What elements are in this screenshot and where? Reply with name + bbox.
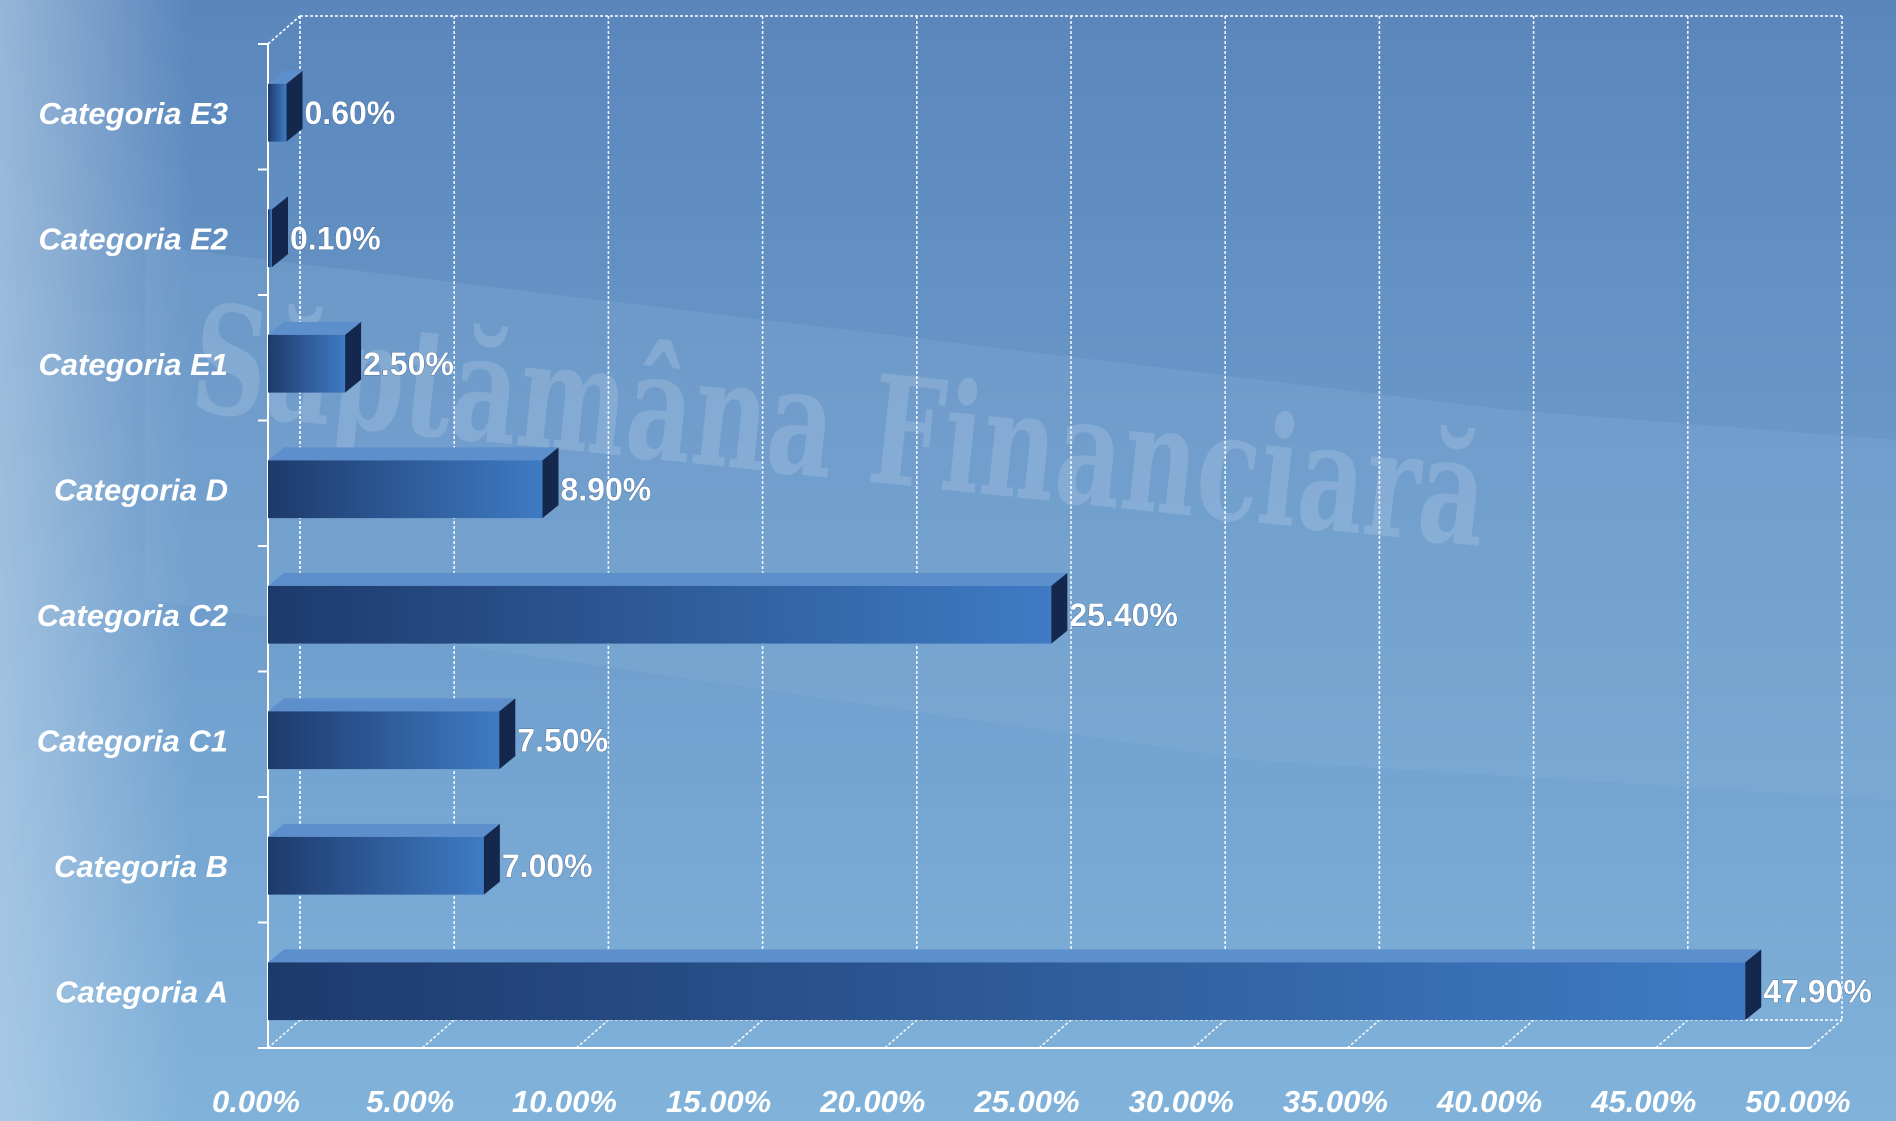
category-labels: Categoria A Categoria B Categoria C1 Catego…: [37, 96, 228, 1010]
bar-categoria-c2: [268, 585, 1052, 644]
x-tick-label: 25.00%: [973, 1084, 1079, 1119]
floor-gridline: [1809, 1019, 1843, 1049]
category-label-categoria-e2: Categoria E2: [38, 221, 228, 256]
value-label-categoria-c2: 25.40%: [1069, 597, 1178, 633]
x-tick-labels: 0.00% 5.00% 10.00% 15.00% 20.00% 25.00% 30.00%…: [212, 1084, 1851, 1119]
value-label-categoria-a: 47.90%: [1763, 973, 1872, 1009]
floor-gridline: [267, 1019, 301, 1049]
floor-gridline: [1192, 1019, 1226, 1049]
floor-gridline: [884, 1019, 918, 1049]
value-label-categoria-b: 7.00%: [502, 848, 593, 884]
category-label-categoria-d: Categoria D: [54, 472, 228, 507]
value-labels: 47.90% 7.00% 7.50% 25.40% 8.90% 2.50% 0.10% 0.6…: [290, 94, 1872, 1009]
bar-top-categoria-e1: [268, 321, 362, 335]
bar-end-categoria-c2: [1051, 572, 1068, 644]
bar-categoria-b: [268, 836, 484, 895]
bar-categoria-e3: [268, 83, 287, 142]
category-label-categoria-e3: Categoria E3: [38, 96, 228, 131]
floor-gridline: [575, 1019, 609, 1049]
bar-categoria-d: [268, 460, 543, 519]
bar-end-categoria-e1: [345, 321, 362, 393]
floor-gridline: [1501, 1019, 1535, 1049]
bar-end-categoria-b: [483, 823, 500, 895]
category-label-categoria-b: Categoria B: [54, 849, 228, 884]
value-label-categoria-e2: 0.10%: [290, 220, 381, 256]
bar-top-categoria-a: [268, 949, 1762, 963]
category-label-categoria-c2: Categoria C2: [37, 598, 228, 633]
bar-end-categoria-e2: [272, 196, 288, 268]
floor-gridline: [1655, 1019, 1689, 1049]
value-label-categoria-e1: 2.50%: [363, 346, 454, 382]
x-tick-label: 35.00%: [1283, 1084, 1388, 1119]
category-label-categoria-c1: Categoria C1: [37, 723, 228, 758]
category-label-categoria-e1: Categoria E1: [38, 347, 228, 382]
bar-categoria-c1: [268, 711, 500, 770]
bar-categoria-a: [268, 962, 1746, 1021]
floor-gridline: [421, 1019, 455, 1049]
bar-top-categoria-c2: [268, 572, 1068, 586]
x-tick-label: 20.00%: [819, 1084, 925, 1119]
bars: [268, 70, 1762, 1021]
floor-gridline: [1038, 1019, 1072, 1049]
bar-top-categoria-d: [268, 447, 559, 461]
x-tick-label: 10.00%: [512, 1084, 617, 1119]
bar-end-categoria-c1: [499, 698, 516, 770]
x-tick-label: 45.00%: [1590, 1084, 1696, 1119]
x-tick-label: 50.00%: [1745, 1084, 1850, 1119]
value-label-categoria-e3: 0.60%: [305, 95, 396, 131]
bar-categoria-e2: [268, 209, 272, 268]
value-label-categoria-c1: 7.50%: [517, 722, 608, 758]
value-label-categoria-d: 8.90%: [560, 471, 651, 507]
bar-top-categoria-b: [268, 823, 500, 837]
x-tick-label: 0.00%: [212, 1084, 300, 1119]
category-label-categoria-a: Categoria A: [55, 974, 228, 1009]
x-tick-label: 5.00%: [366, 1084, 454, 1119]
bar-end-categoria-a: [1745, 949, 1762, 1021]
bar-categoria-e1: [268, 334, 346, 393]
bar-end-categoria-d: [542, 447, 559, 519]
bar-end-categoria-e3: [286, 70, 303, 142]
x-tick-label: 40.00%: [1436, 1084, 1542, 1119]
background-newspaper-shape: [145, 245, 1896, 800]
bar-top-categoria-e3: [268, 70, 303, 84]
background-left-highlight: [0, 0, 190, 1121]
floor-gridline: [1346, 1019, 1380, 1049]
depth-edge: [267, 15, 301, 45]
bar-top-categoria-c1: [268, 698, 516, 712]
bar-top-categoria-e2: [268, 196, 288, 210]
x-tick-label: 15.00%: [666, 1084, 771, 1119]
x-tick-label: 30.00%: [1129, 1084, 1234, 1119]
floor-gridline: [730, 1019, 764, 1049]
